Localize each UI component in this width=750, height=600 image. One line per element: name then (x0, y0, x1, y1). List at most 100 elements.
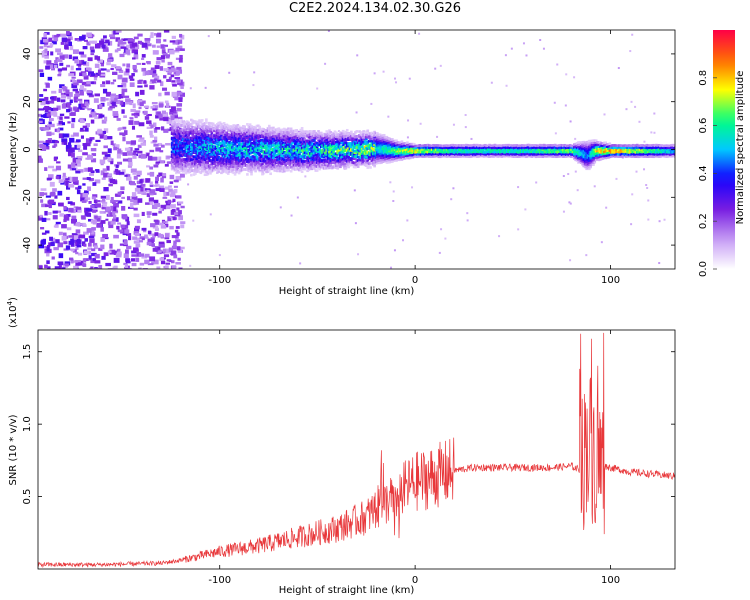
heatmap-cell (191, 139, 194, 142)
heatmap-cell (243, 150, 246, 154)
heatmap-cell (265, 136, 268, 139)
heatmap-cell (107, 107, 113, 111)
heatmap-cell (313, 130, 316, 133)
heatmap-cell (133, 112, 140, 117)
heatmap-cell (75, 163, 81, 167)
heatmap-cell (233, 124, 237, 128)
heatmap-cell (91, 153, 97, 157)
heatmap-cell (158, 241, 165, 245)
heatmap-cell (386, 137, 390, 140)
heatmap-cell (210, 159, 214, 163)
heatmap-cell (188, 128, 192, 131)
heatmap-cell (306, 134, 309, 138)
heatmap-cell (355, 159, 359, 162)
heatmap-cell (380, 143, 383, 147)
heatmap-cell (443, 150, 446, 154)
heatmap-cell (185, 131, 189, 134)
heatmap-cell (149, 192, 154, 196)
heatmap-cell (448, 148, 452, 152)
heatmap-cell (118, 69, 124, 74)
heatmap-cell (396, 149, 400, 153)
heatmap-cell (46, 131, 52, 137)
heatmap-cell (250, 172, 253, 176)
heatmap-cell (248, 148, 252, 152)
heatmap-cell (159, 81, 164, 87)
heatmap-cell (168, 68, 173, 74)
heatmap-cell (213, 168, 216, 172)
heatmap-cell (341, 132, 345, 136)
heatmap-cell (128, 147, 133, 152)
heatmap-cell (241, 147, 245, 150)
heatmap-cell (378, 135, 382, 139)
heatmap-cell (235, 158, 238, 161)
heatmap-cell (77, 65, 82, 68)
heatmap-cell (273, 134, 277, 138)
heatmap-cell (158, 172, 163, 177)
heatmap-cell (255, 134, 259, 138)
heatmap-cell (180, 34, 185, 40)
heatmap-cell (252, 138, 256, 142)
heatmap-cell (369, 147, 372, 151)
heatmap-cell (241, 141, 245, 145)
heatmap-cell (336, 142, 339, 146)
heatmap-cell (90, 119, 95, 124)
heatmap-cell (356, 150, 360, 154)
heatmap-cell (202, 152, 205, 156)
heatmap-cell (411, 151, 415, 154)
heatmap-cell (600, 241, 603, 244)
heatmap-cell (203, 142, 207, 146)
heatmap-cell (207, 159, 211, 162)
heatmap-cell (58, 179, 64, 184)
heatmap-cell (344, 164, 348, 168)
heatmap-cell (373, 152, 376, 156)
heatmap-cell (306, 147, 309, 150)
heatmap-cell (63, 241, 68, 245)
heatmap-cell (339, 133, 342, 137)
heatmap-cell (392, 153, 396, 157)
heatmap-cell (277, 163, 281, 166)
heatmap-cell (155, 147, 162, 152)
heatmap-cell (85, 167, 91, 171)
heatmap-cell (354, 161, 357, 165)
heatmap-cell (573, 76, 576, 79)
heatmap-cell (263, 144, 267, 148)
heatmap-cell (127, 38, 133, 43)
heatmap-cell (263, 130, 267, 134)
heatmap-cell (180, 205, 185, 209)
heatmap-cell (251, 147, 255, 150)
heatmap-cell (217, 167, 220, 170)
heatmap-cell (144, 188, 151, 191)
heatmap-cell (373, 141, 376, 145)
heatmap-cell (58, 70, 62, 76)
heatmap-cell (254, 135, 257, 139)
heatmap-cell (124, 266, 130, 269)
heatmap-cell (203, 162, 207, 166)
heatmap-cell (69, 92, 73, 97)
heatmap-cell (122, 126, 127, 130)
heatmap-cell (247, 160, 251, 163)
heatmap-cell (98, 103, 103, 109)
heatmap-cell (426, 154, 430, 158)
heatmap-cell (358, 145, 361, 149)
heatmap-cell (373, 154, 376, 158)
heatmap-cell (155, 38, 161, 44)
heatmap-cell (61, 235, 67, 241)
heatmap-cell (172, 128, 175, 132)
heatmap-cell (146, 193, 150, 197)
heatmap-cell (222, 133, 226, 137)
heatmap-cell (151, 44, 156, 48)
heatmap-cell (87, 57, 93, 62)
heatmap-cell (354, 131, 357, 134)
heatmap-cell (358, 141, 361, 144)
heatmap-cell (87, 155, 94, 160)
heatmap-cell (381, 136, 385, 140)
heatmap-cell (119, 191, 125, 194)
heatmap-cell (389, 155, 393, 159)
heatmap-cell (146, 153, 150, 157)
heatmap-cell (354, 144, 357, 147)
heatmap-cell (91, 109, 95, 112)
heatmap-cell (314, 143, 318, 147)
heatmap-cell (406, 219, 409, 222)
heatmap-cell (304, 131, 308, 135)
heatmap-cell (191, 158, 194, 162)
